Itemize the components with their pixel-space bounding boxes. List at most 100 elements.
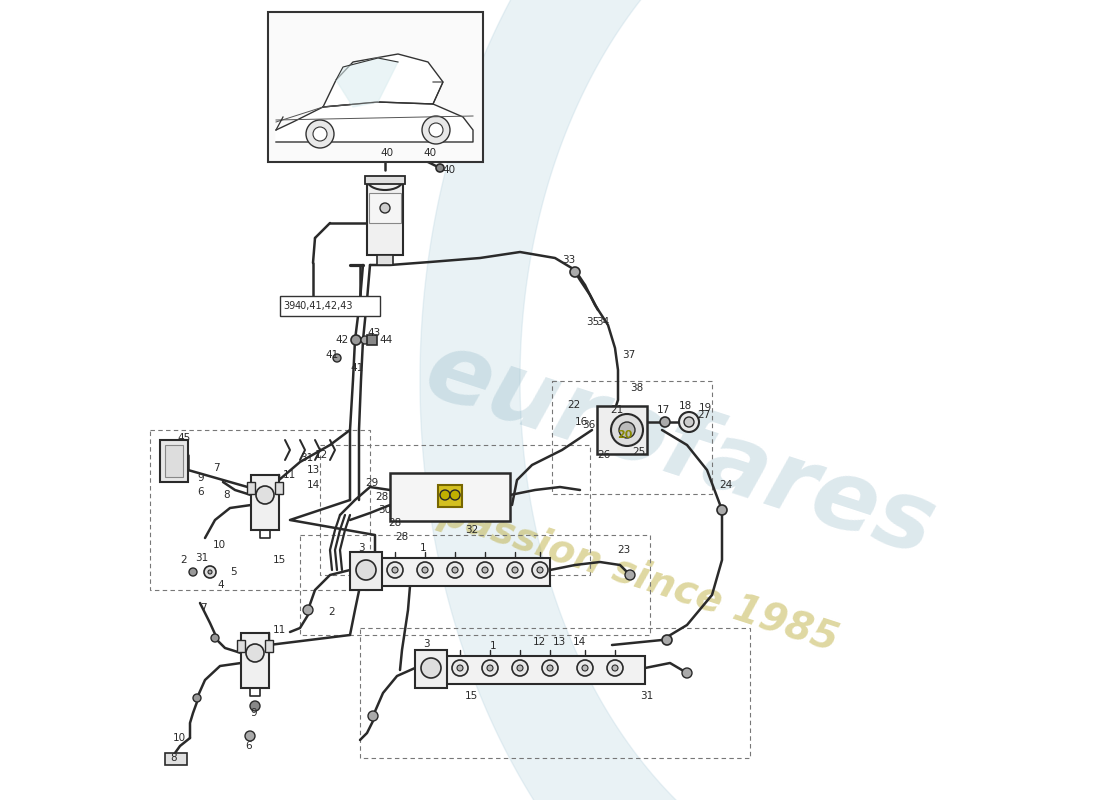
Text: 44: 44 [379,335,393,345]
Text: 16: 16 [575,417,589,427]
Text: 45: 45 [177,433,190,443]
Text: 9: 9 [197,473,204,483]
Text: 18: 18 [679,401,692,411]
Circle shape [537,567,543,573]
Bar [552,381,712,494]
Text: 42: 42 [336,335,349,345]
Bar [438,485,462,507]
Text: 17: 17 [657,405,670,415]
Text: 3: 3 [358,543,364,553]
Circle shape [610,414,643,446]
Text: 40: 40 [424,148,436,158]
Circle shape [619,422,635,438]
Circle shape [570,267,580,277]
Bar [275,482,283,494]
Text: 1: 1 [420,543,427,553]
Text: 14: 14 [573,637,586,647]
Circle shape [625,570,635,580]
Text: a passion since 1985: a passion since 1985 [397,482,843,658]
Text: 15: 15 [465,691,478,701]
Circle shape [422,116,450,144]
Circle shape [660,417,670,427]
Text: 29: 29 [365,478,378,488]
Text: 5: 5 [230,567,236,577]
Bar [165,753,187,765]
Text: 8: 8 [170,753,177,763]
Text: 10: 10 [173,733,186,743]
Text: 2: 2 [328,607,334,617]
Bar [367,180,403,255]
Circle shape [477,562,493,578]
Circle shape [204,566,216,578]
Circle shape [429,123,443,137]
Circle shape [482,660,498,676]
Text: 37: 37 [621,350,636,360]
Circle shape [717,505,727,515]
Bar [320,445,590,575]
Polygon shape [276,102,473,142]
Text: 31: 31 [195,553,208,563]
Text: 7: 7 [213,463,220,473]
Bar [160,440,188,482]
Text: 7: 7 [200,603,207,613]
Circle shape [368,711,378,721]
Polygon shape [420,0,840,800]
Bar [365,176,405,184]
Text: 41: 41 [324,350,339,360]
Bar [268,12,483,162]
Circle shape [582,665,588,671]
Circle shape [487,665,493,671]
Text: 14: 14 [307,480,320,490]
Circle shape [612,665,618,671]
Bar [165,445,183,477]
Text: 12: 12 [315,450,328,460]
Text: 20: 20 [617,430,632,440]
Circle shape [517,665,522,671]
Text: 6: 6 [197,487,204,497]
Text: 40,41,42,43: 40,41,42,43 [295,301,353,311]
Bar [446,656,645,684]
Circle shape [250,701,260,711]
Text: 28: 28 [395,532,408,542]
Circle shape [208,570,212,574]
Circle shape [361,336,368,344]
Circle shape [314,127,327,141]
Text: 35: 35 [586,317,600,327]
Text: 38: 38 [630,383,644,393]
Text: 11: 11 [273,625,286,635]
Circle shape [421,658,441,678]
Circle shape [447,562,463,578]
Circle shape [246,644,264,662]
Circle shape [356,560,376,580]
Text: 9: 9 [250,708,256,718]
Bar [280,296,380,316]
Circle shape [679,412,699,432]
Circle shape [306,120,334,148]
Text: 3: 3 [424,639,430,649]
Bar [241,633,270,688]
Circle shape [387,562,403,578]
Text: 22: 22 [566,400,581,410]
Circle shape [682,668,692,678]
Circle shape [440,490,450,500]
Circle shape [452,567,458,573]
Bar [377,255,393,265]
Text: 11: 11 [283,470,296,480]
Bar [300,535,650,635]
Circle shape [256,486,274,504]
Text: 10: 10 [213,540,227,550]
Bar [350,552,382,590]
Text: 1: 1 [490,641,496,651]
Circle shape [211,634,219,642]
Text: 36: 36 [582,420,595,430]
Circle shape [662,635,672,645]
Bar [265,640,273,652]
Bar [390,473,510,521]
Text: 32: 32 [465,525,478,535]
Circle shape [351,335,361,345]
Bar [248,482,255,494]
Bar [251,475,279,530]
Text: 41: 41 [350,363,363,373]
Bar [236,640,245,652]
Circle shape [245,731,255,741]
